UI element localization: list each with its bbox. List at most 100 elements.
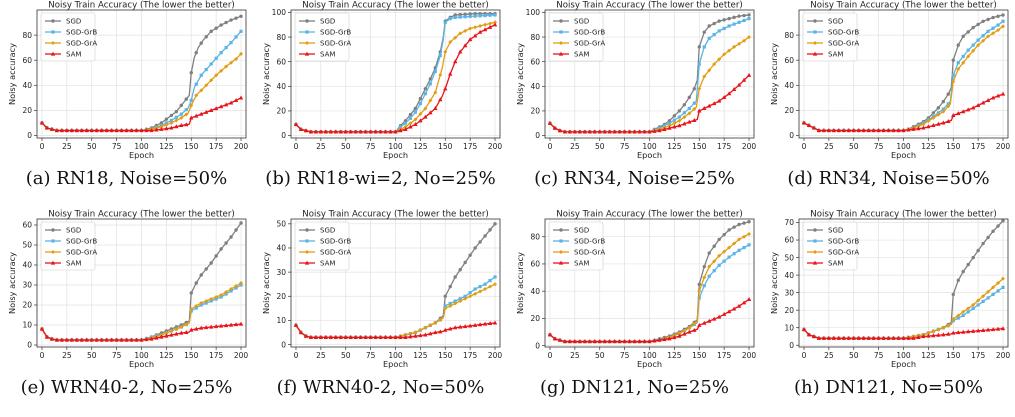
data-point-sam [886, 335, 891, 340]
legend-marker [813, 250, 817, 254]
x-tick-label: 50 [849, 351, 859, 360]
caption-d: (d) RN34, Noise=50% [787, 168, 990, 189]
data-point-sgd [493, 222, 497, 226]
data-point-sam [866, 335, 871, 340]
plot-frame [544, 9, 755, 139]
data-point-sgd [936, 106, 941, 110]
data-point-sam [89, 337, 94, 342]
data-point-sgd-gra [956, 313, 961, 318]
caption-f: (f) WRN40-2, No=50% [276, 377, 485, 398]
data-point-sam [836, 335, 842, 340]
data-point-sam [472, 322, 478, 327]
data-point-sam [846, 128, 851, 133]
y-tick-label: 20 [784, 106, 794, 115]
data-point-sgd-gra [926, 119, 931, 124]
data-point-sam [218, 104, 224, 109]
data-point-sam [707, 318, 712, 323]
data-point-sam [995, 326, 1001, 331]
data-point-sgd-grb [453, 15, 457, 19]
data-point-sgd-gra [687, 325, 692, 330]
data-point-sam [562, 129, 568, 134]
data-point-sgd [946, 92, 950, 96]
data-point-sgd [229, 235, 233, 239]
data-point-sam [821, 335, 827, 340]
data-point-sgd [214, 26, 218, 30]
data-point-sgd [468, 12, 472, 16]
data-point-sgd-gra [224, 64, 229, 69]
data-point-sgd-gra [991, 31, 996, 36]
data-point-sgd [1001, 13, 1005, 17]
x-axis-label: Epoch [891, 150, 916, 160]
data-point-sgd-gra [199, 301, 204, 305]
data-point-sam [677, 123, 682, 128]
legend-marker [50, 260, 56, 265]
data-point-sam [124, 128, 129, 133]
data-point-sgd-grb [483, 13, 487, 18]
x-tick-label: 25 [824, 351, 834, 360]
data-point-sam [238, 95, 244, 100]
data-point-sgd-gra [179, 115, 184, 120]
data-point-sam [602, 339, 607, 344]
data-point-sgd-gra [483, 22, 488, 27]
data-point-sgd-gra [1001, 276, 1006, 281]
data-point-sam [746, 296, 752, 301]
line-chart-e: Noisy Train Accuracy (The lower the bett… [7, 210, 248, 370]
data-point-sam [477, 29, 483, 34]
data-point-sgd-gra [717, 253, 722, 258]
data-point-sam [632, 339, 637, 344]
data-point-sgd [174, 109, 179, 114]
data-point-sam [687, 119, 692, 124]
data-point-sgd-gra [194, 304, 199, 308]
data-point-sam [358, 334, 363, 339]
data-point-sam [687, 329, 692, 334]
data-point-sam [941, 332, 946, 337]
data-point-sam [482, 27, 488, 32]
legend-label: SGD-GrA [320, 249, 351, 257]
data-point-sam [293, 322, 299, 327]
data-point-sgd [169, 113, 174, 118]
data-point-sam [557, 337, 563, 342]
data-point-sam [881, 128, 886, 133]
data-point-sgd-gra [722, 52, 727, 57]
y-tick-label: 80 [530, 33, 540, 42]
data-point-sgd [951, 58, 955, 62]
data-point-sam [647, 129, 652, 134]
data-point-sam [672, 335, 677, 340]
data-point-sgd [712, 244, 716, 248]
chart-title: Noisy Train Accuracy (The lower the bett… [810, 1, 996, 11]
data-point-sgd [1001, 219, 1005, 223]
data-point-sam [333, 129, 338, 134]
data-point-sam [194, 326, 199, 331]
legend-label: SGD-GrA [574, 40, 605, 48]
data-point-sam [298, 330, 304, 335]
data-point-sam [64, 128, 70, 133]
data-point-sam [139, 337, 144, 342]
data-point-sgd [986, 235, 990, 240]
data-point-sgd-grb [438, 53, 442, 58]
data-point-sam [711, 101, 717, 106]
legend-label: SGD-GrA [320, 40, 351, 48]
data-point-sgd [219, 247, 223, 251]
data-point-sgd-grb [672, 118, 676, 122]
legend-label: SGD [66, 18, 81, 26]
data-point-sam [682, 331, 687, 336]
data-point-sam [164, 333, 169, 338]
data-point-sam [985, 97, 991, 102]
data-point-sgd-grb [443, 304, 447, 308]
data-point-sam [901, 128, 906, 133]
x-tick-label: 125 [667, 142, 682, 151]
data-point-sam [667, 336, 672, 341]
data-point-sam [726, 91, 732, 96]
data-point-sgd-gra [677, 331, 682, 336]
data-point-sam [637, 339, 642, 344]
x-tick-label: 0 [548, 142, 553, 151]
data-point-sgd [682, 103, 687, 107]
data-point-sam [926, 124, 931, 129]
data-point-sgd-gra [169, 329, 174, 333]
data-point-sgd-gra [184, 322, 189, 327]
x-tick-label: 125 [413, 142, 428, 151]
data-point-sam [896, 128, 901, 133]
y-tick-label: 40 [530, 287, 540, 296]
y-tick-label: 40 [784, 271, 794, 280]
data-point-sgd-grb [408, 116, 413, 120]
